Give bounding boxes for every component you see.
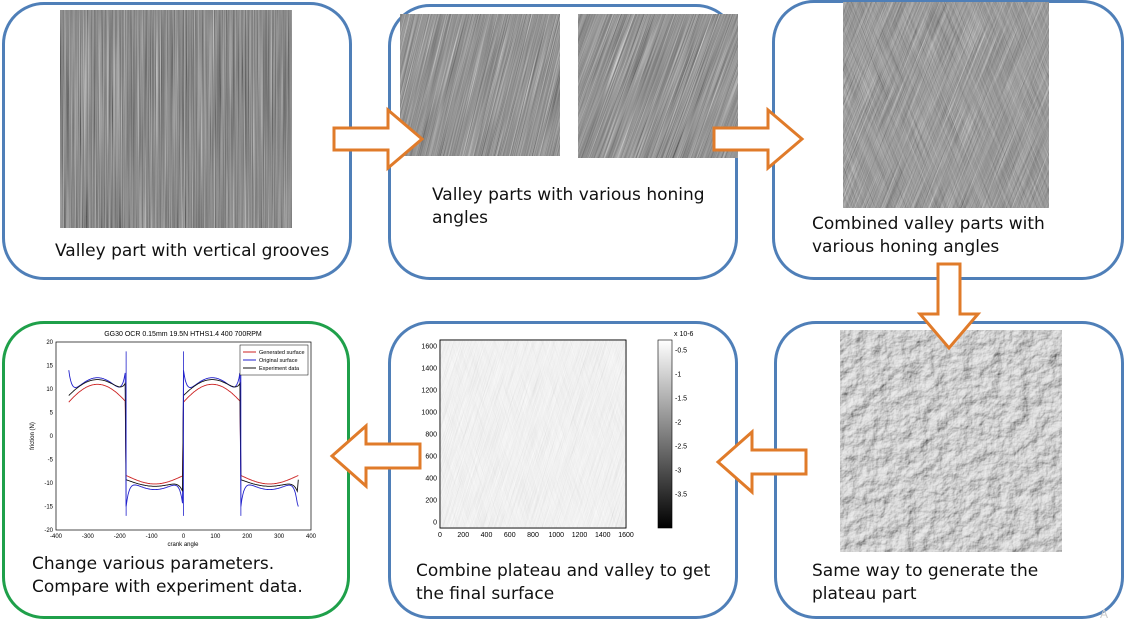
caption-step3: Combined valley parts with various honin… bbox=[812, 214, 1045, 257]
surface-x-tick: 1400 bbox=[595, 532, 611, 539]
friction-x-tick: -400 bbox=[50, 534, 63, 540]
legend-original: Original surface bbox=[259, 358, 298, 364]
surface-x-tick: 1600 bbox=[618, 532, 634, 539]
colorbar-ticks: -0.5 -1 -1.5 -2 -2.5 -3 -3.5 bbox=[675, 348, 687, 499]
friction-x-tick: 0 bbox=[182, 534, 186, 540]
colorbar-tick: -1.5 bbox=[675, 396, 687, 403]
colorbar bbox=[657, 339, 673, 529]
surface-y-tick: 1400 bbox=[421, 366, 437, 373]
surface-y-tick: 1200 bbox=[421, 388, 437, 395]
surface-y-tick: 400 bbox=[425, 476, 437, 483]
surface-y-tick: 1600 bbox=[421, 344, 437, 351]
final-surface-plot: 1600 1400 1200 1000 800 600 400 200 0 0 200 400 600… bbox=[421, 331, 694, 539]
friction-x-tick: 300 bbox=[274, 534, 285, 540]
colorbar-tick: -2.5 bbox=[675, 444, 687, 451]
friction-ylabel: friction (N) bbox=[30, 422, 36, 450]
friction-x-tick: 200 bbox=[242, 534, 253, 540]
colorbar-tick: -0.5 bbox=[675, 348, 687, 355]
friction-series bbox=[68, 351, 299, 516]
caption-step5: Combine plateau and valley to get the fi… bbox=[416, 561, 711, 604]
friction-plot: GG30 OCR 0.15mm 19.5N HTHS1.4 400 700RPM… bbox=[30, 331, 317, 548]
surface-y-ticks: 1600 1400 1200 1000 800 600 400 200 0 bbox=[421, 344, 437, 527]
arrow-right-1 bbox=[332, 106, 425, 172]
colorbar-tick: -3.5 bbox=[675, 492, 687, 499]
friction-y-tick: 10 bbox=[46, 387, 53, 393]
arrow-left-1 bbox=[715, 428, 808, 496]
valley-angle-texture-a bbox=[400, 14, 560, 156]
friction-y-tick: 0 bbox=[50, 434, 54, 440]
surface-y-tick: 200 bbox=[425, 498, 437, 505]
friction-x-tick: 100 bbox=[210, 534, 221, 540]
legend-generated: Generated surface bbox=[259, 350, 305, 356]
friction-y-ticks: 20 15 10 5 0 -5 -10 -15 -20 bbox=[44, 340, 53, 534]
surface-y-tick: 1000 bbox=[421, 410, 437, 417]
friction-x-ticks: -400 -300 -200 -100 0 100 200 300 400 bbox=[50, 534, 317, 540]
friction-y-tick: 5 bbox=[50, 411, 54, 417]
friction-legend: Generated surface Original surface Exper… bbox=[239, 344, 309, 376]
colorbar-tick: -3 bbox=[675, 468, 681, 475]
surface-y-tick: 0 bbox=[433, 520, 437, 527]
surface-x-tick: 1000 bbox=[548, 532, 564, 539]
combined-valley-texture bbox=[843, 2, 1049, 208]
surface-y-tick: 600 bbox=[425, 454, 437, 461]
surface-x-tick: 0 bbox=[438, 532, 442, 539]
surface-y-tick: 800 bbox=[425, 432, 437, 439]
caption-step4: Same way to generate the plateau part bbox=[812, 561, 1039, 604]
friction-y-tick: 20 bbox=[46, 340, 53, 346]
friction-title: GG30 OCR 0.15mm 19.5N HTHS1.4 400 700RPM bbox=[104, 331, 262, 338]
page-mark: A bbox=[1099, 607, 1108, 621]
friction-x-tick: -200 bbox=[114, 534, 127, 540]
surface-x-tick: 1200 bbox=[572, 532, 588, 539]
surface-x-ticks: 0 200 400 600 800 1000 1200 1400 1600 bbox=[438, 532, 634, 539]
surface-x-tick: 800 bbox=[527, 532, 539, 539]
valley-angle-texture-b bbox=[578, 14, 738, 158]
plateau-texture bbox=[840, 330, 1062, 552]
valley-vertical-texture bbox=[60, 10, 292, 228]
caption-step1: Valley part with vertical grooves bbox=[55, 241, 330, 261]
colorbar-tick: -2 bbox=[675, 420, 681, 427]
surface-x-tick: 600 bbox=[504, 532, 516, 539]
caption-step6: Change various parameters. Compare with … bbox=[32, 554, 303, 597]
colorbar-tick: -1 bbox=[675, 372, 681, 379]
friction-y-tick: -10 bbox=[44, 481, 53, 487]
arrow-right-2 bbox=[712, 106, 805, 172]
arrow-down bbox=[916, 262, 982, 351]
friction-xlabel: crank angle bbox=[167, 542, 199, 548]
friction-y-tick: -15 bbox=[44, 505, 53, 511]
friction-y-tick: 15 bbox=[46, 364, 53, 370]
legend-experiment: Experiment data bbox=[259, 366, 300, 372]
friction-x-tick: 400 bbox=[306, 534, 317, 540]
friction-y-tick: -20 bbox=[44, 528, 53, 534]
surface-x-tick: 200 bbox=[457, 532, 469, 539]
friction-x-tick: -300 bbox=[82, 534, 95, 540]
surface-x-tick: 400 bbox=[481, 532, 493, 539]
friction-y-tick: -5 bbox=[48, 458, 54, 464]
colorbar-exponent: x 10-6 bbox=[674, 331, 694, 338]
arrow-left-2 bbox=[329, 422, 422, 490]
friction-x-tick: -100 bbox=[146, 534, 159, 540]
caption-step2: Valley parts with various honing angles bbox=[432, 185, 705, 228]
